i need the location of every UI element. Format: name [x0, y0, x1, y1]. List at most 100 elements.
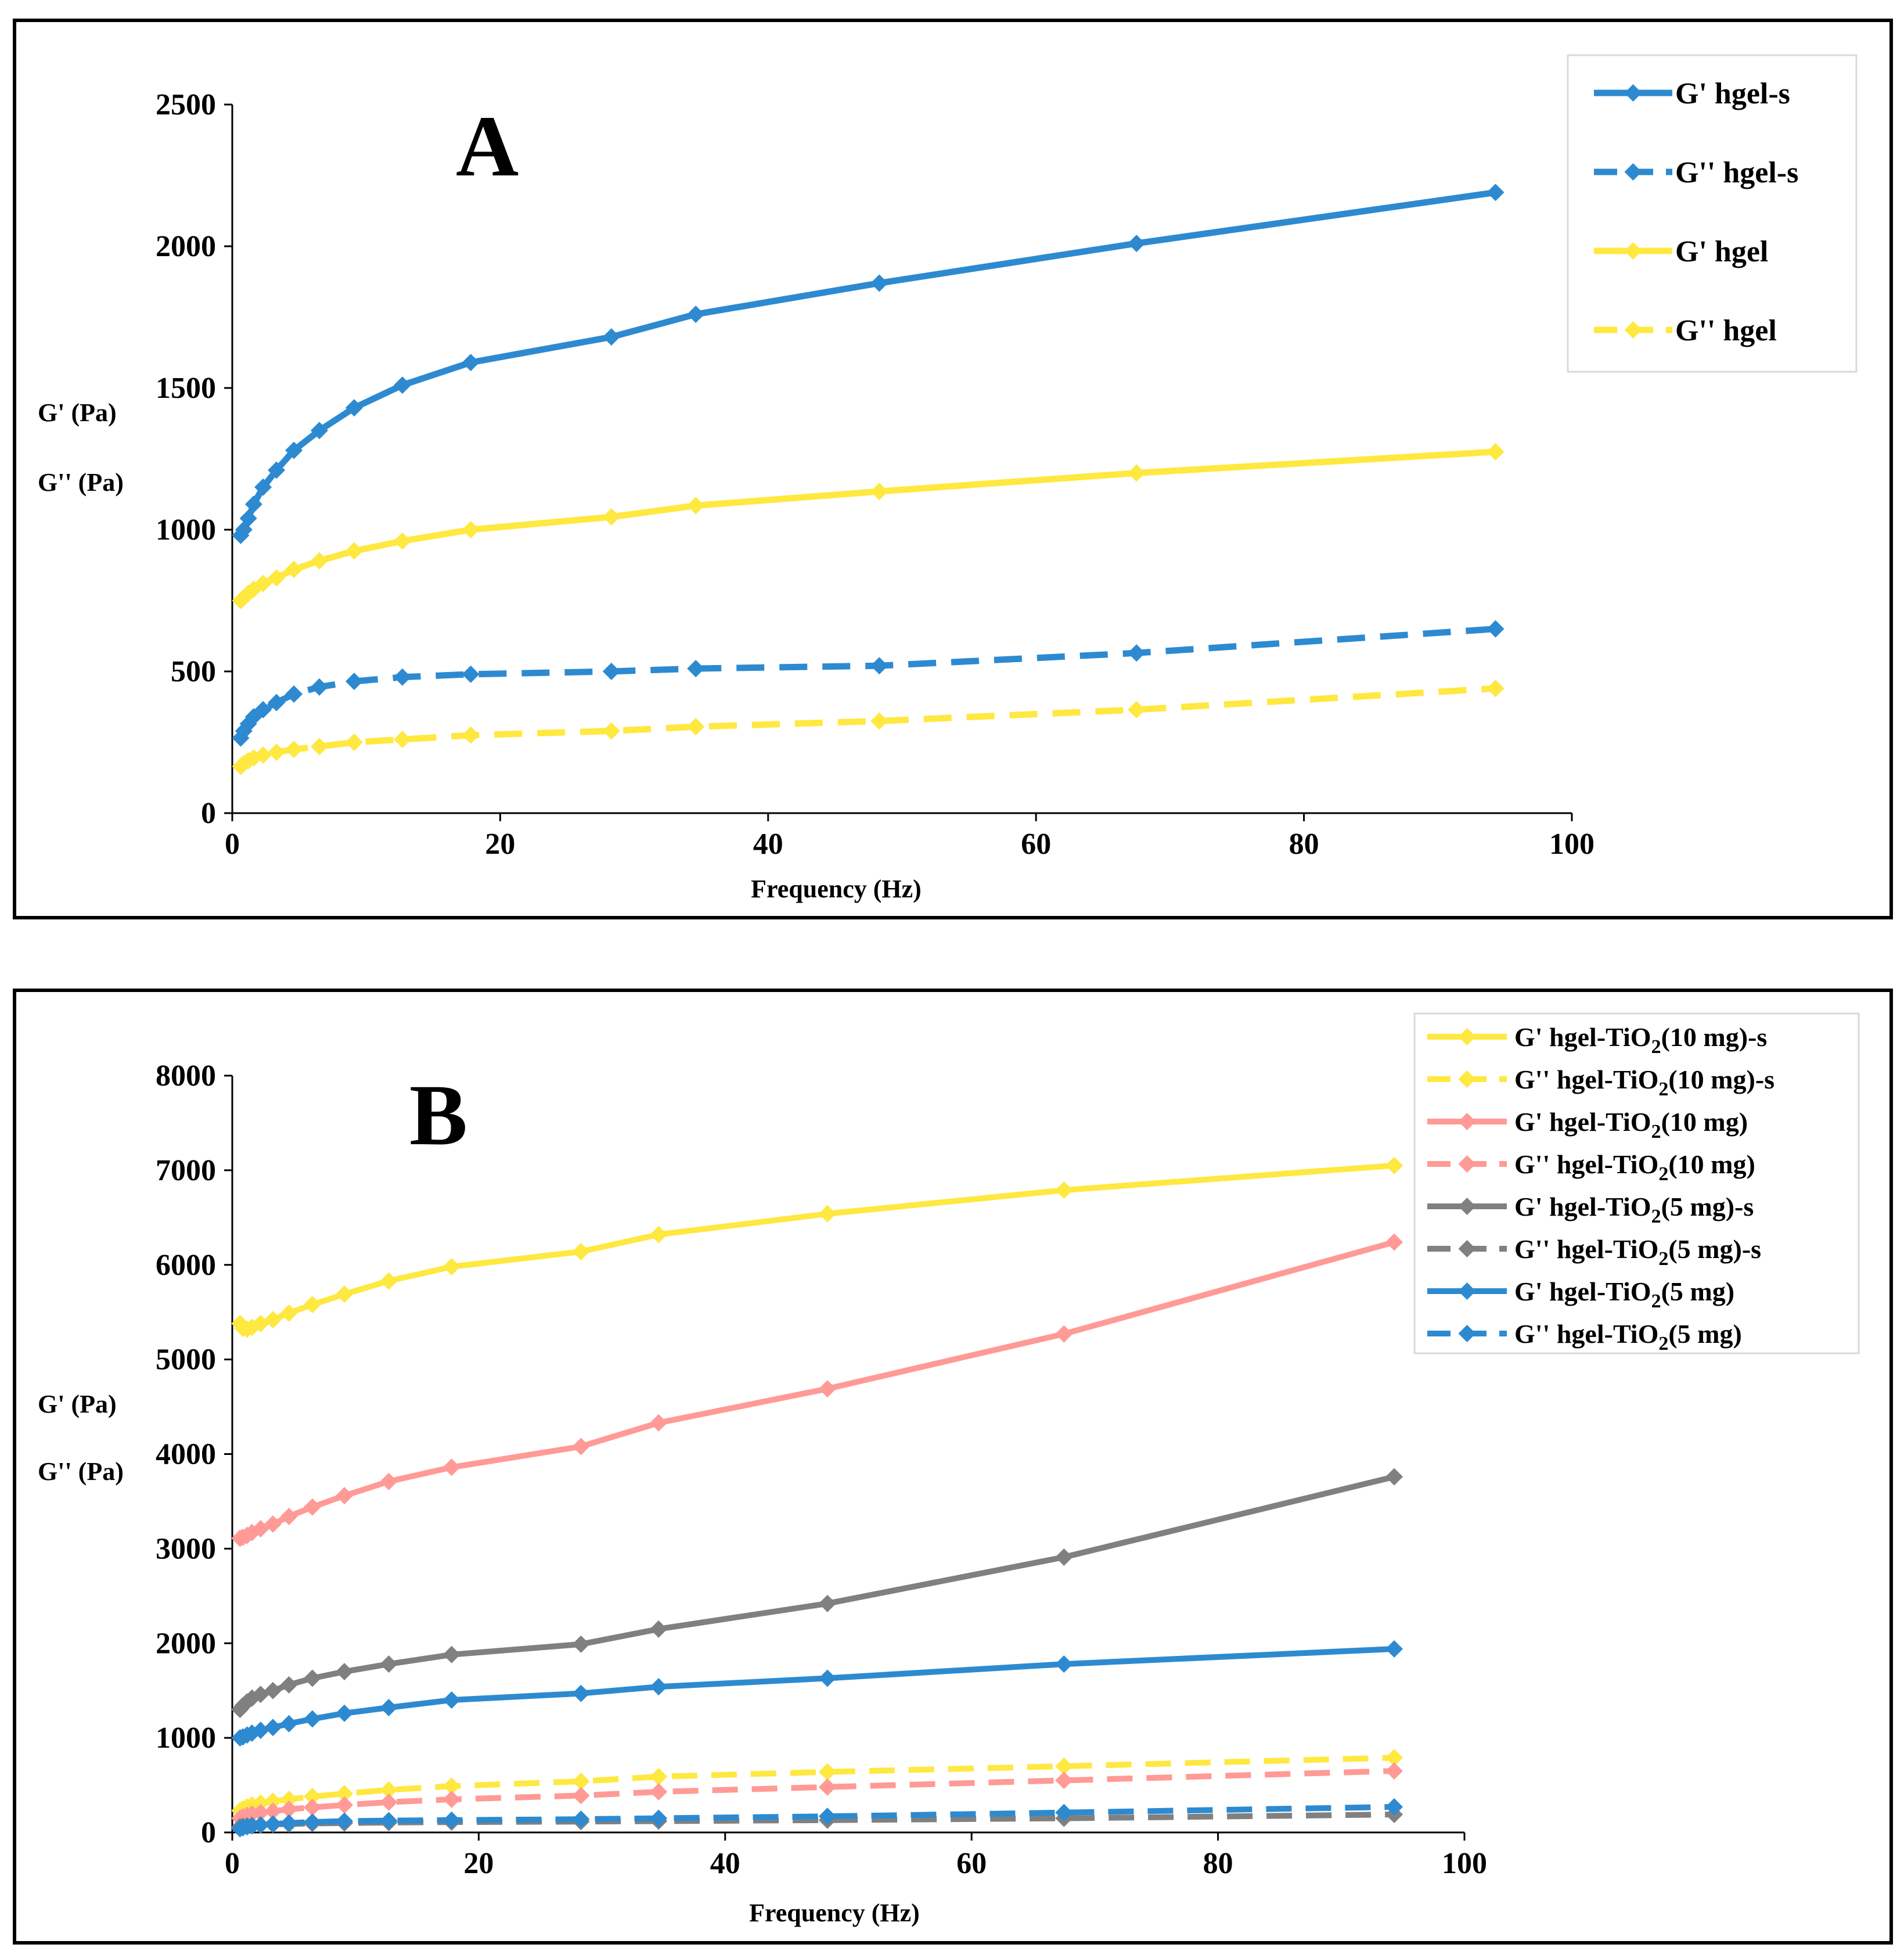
chart-1-x-tick-label: 20 [463, 1847, 494, 1880]
chart-0-y-tick-label: 500 [171, 655, 216, 688]
chart-0-series-0-point [870, 274, 888, 292]
chart-0-series-1-point [345, 673, 363, 691]
chart-1-legend-label-tail: (5 mg) [1661, 1277, 1734, 1306]
chart-1-series-1-point [380, 1781, 398, 1799]
chart-1-legend-label-tail: (10 mg) [1668, 1149, 1755, 1179]
chart-0-series-1 [232, 620, 1505, 747]
chart-1-series-3-point [280, 1801, 298, 1819]
chart-0-legend-label: G'' hgel [1675, 314, 1777, 347]
chart-1-series-4-point [572, 1635, 590, 1653]
chart-1-legend-swatch-marker [1458, 1198, 1476, 1215]
chart-1-legend-label-sub: 2 [1658, 1079, 1668, 1100]
chart-1-series-7-point [1055, 1803, 1073, 1821]
chart-0-legend-swatch-marker [1624, 84, 1642, 102]
panel-a: A G' hgel-s G'' hgel-s G' hgel G'' hgel 0 50… [13, 19, 1893, 919]
chart-1-y-tick-label: 4000 [156, 1438, 216, 1471]
chart-1-series-7-point [336, 1812, 354, 1830]
chart-0-legend-swatch-marker [1624, 321, 1642, 339]
chart-1-legend-label: G'' hgel-TiO2(5 mg) [1514, 1319, 1742, 1354]
chart-1-series-0-point [303, 1296, 321, 1314]
chart-0-series-2-point [345, 542, 363, 560]
chart-1-legend-label-tail: (5 mg)-s [1661, 1192, 1754, 1221]
chart-1-legend-label-main: G' hgel-TiO [1514, 1277, 1651, 1306]
chart-0-series-0-point [268, 461, 286, 479]
chart-1-legend-swatch-marker [1458, 1325, 1476, 1342]
chart-1-series-6-point [442, 1691, 460, 1709]
chart-1-series-1-point [264, 1792, 282, 1810]
chart-1-series-0-point [650, 1226, 668, 1244]
chart-1-legend-label-main: G'' hgel-TiO [1514, 1234, 1658, 1264]
chart-1-series-3-point [380, 1793, 398, 1811]
chart-0-series-0-line [237, 189, 1496, 537]
chart-1-legend-item: G' hgel-TiO2(10 mg) [1427, 1107, 1748, 1142]
chart-1-series-3-point [1055, 1771, 1073, 1789]
chart-0-legend-swatch-marker [1624, 163, 1642, 181]
panel-b-letter: B [409, 1067, 467, 1163]
chart-1-legend-swatch-marker [1458, 1070, 1476, 1088]
chart-1-series-0-point [280, 1304, 298, 1322]
chart-0-series-3-point [254, 746, 272, 764]
chart-1-series-1-point [280, 1790, 298, 1808]
chart-0-series-2-point [393, 532, 411, 550]
chart-0-series-3-point [310, 738, 328, 756]
chart-1-y-axis-title: G' (Pa) [38, 1390, 117, 1418]
chart-0-x-tick-label: 100 [1549, 828, 1595, 861]
chart-1-series-1-point [336, 1785, 354, 1803]
chart-1-series-7-point [442, 1811, 460, 1829]
chart-0-legend-item: G' hgel [1594, 235, 1768, 268]
chart-1-series-0-point [442, 1258, 460, 1276]
chart-0-legend-item: G'' hgel-s [1594, 156, 1798, 189]
chart-1-series-7-point [818, 1807, 836, 1825]
chart-1-x-tick-label: 100 [1442, 1847, 1487, 1880]
chart-1-series-0 [231, 1156, 1403, 1338]
chart-1-legend-label-sub: 2 [1658, 1333, 1668, 1354]
chart-0-x-tick-label: 40 [753, 828, 783, 861]
chart-1-legend-label-tail: (5 mg) [1668, 1319, 1741, 1349]
chart-0-series-1-point [1487, 620, 1505, 638]
chart-0-series-1-point [687, 660, 705, 678]
chart-1-series-7-point [251, 1816, 269, 1834]
chart-1-legend-item: G'' hgel-TiO2(5 mg)-s [1427, 1234, 1761, 1270]
chart-0-series-1-point [254, 700, 272, 718]
chart-1-series-6-point [303, 1710, 321, 1728]
chart-1-series-7-point [303, 1813, 321, 1831]
chart-1-series-4-point [442, 1645, 460, 1663]
chart-1-series-1-point [650, 1767, 668, 1785]
panel-b-legend-box [1413, 1012, 1860, 1354]
chart-0-series-0-point [244, 495, 262, 513]
chart-1-series-7-point [264, 1815, 282, 1833]
chart-0-series-1-point [285, 685, 303, 703]
chart-1-series-2-point [650, 1414, 668, 1432]
chart-1-series-6-point [251, 1722, 269, 1740]
chart-0-y-axis-title: G'' (Pa) [38, 468, 124, 497]
chart-1-series-4-point [303, 1669, 321, 1687]
chart-0-y-tick-label: 0 [201, 797, 216, 830]
chart-0-series-3-point [268, 743, 286, 761]
chart-1-legend-label-tail: (10 mg) [1661, 1107, 1748, 1137]
chart-0-legend-item: G' hgel-s [1594, 77, 1790, 110]
chart-1-legend-item: G'' hgel-TiO2(5 mg) [1427, 1319, 1742, 1354]
chart-1-y-tick-label: 5000 [156, 1343, 216, 1377]
chart-1-legend-item: G' hgel-TiO2(5 mg)-s [1427, 1192, 1754, 1227]
chart-1-legend-label-tail: (10 mg)-s [1668, 1065, 1775, 1094]
chart-1-series-2-point [572, 1438, 590, 1456]
chart-1-series-3-point [818, 1778, 836, 1796]
chart-0-series-2-point [1128, 464, 1146, 482]
panel-a-legend: G' hgel-s G'' hgel-s G' hgel G'' hgel [1567, 54, 1858, 373]
chart-1-legend-swatch-marker [1458, 1028, 1476, 1045]
chart-0-x-tick-label: 0 [225, 828, 240, 861]
chart-1-legend-label: G'' hgel-TiO2(10 mg) [1514, 1149, 1755, 1185]
chart-0-series-0-point [393, 376, 411, 394]
chart-1-series-3-point [572, 1787, 590, 1805]
chart-0-series-1-point [268, 693, 286, 711]
chart-1-legend-label-sub: 2 [1651, 1206, 1661, 1227]
chart-1-series-1-point [1055, 1757, 1073, 1775]
chart-0-x-tick-label: 20 [485, 828, 515, 861]
chart-0-series-3-point [393, 731, 411, 749]
chart-1-series-0-point [818, 1205, 836, 1223]
chart-1-series-1-point [303, 1788, 321, 1806]
chart-0-series-0-point [687, 306, 705, 324]
chart-0-series-0-point [345, 399, 363, 417]
chart-0-series-2-point [687, 497, 705, 515]
